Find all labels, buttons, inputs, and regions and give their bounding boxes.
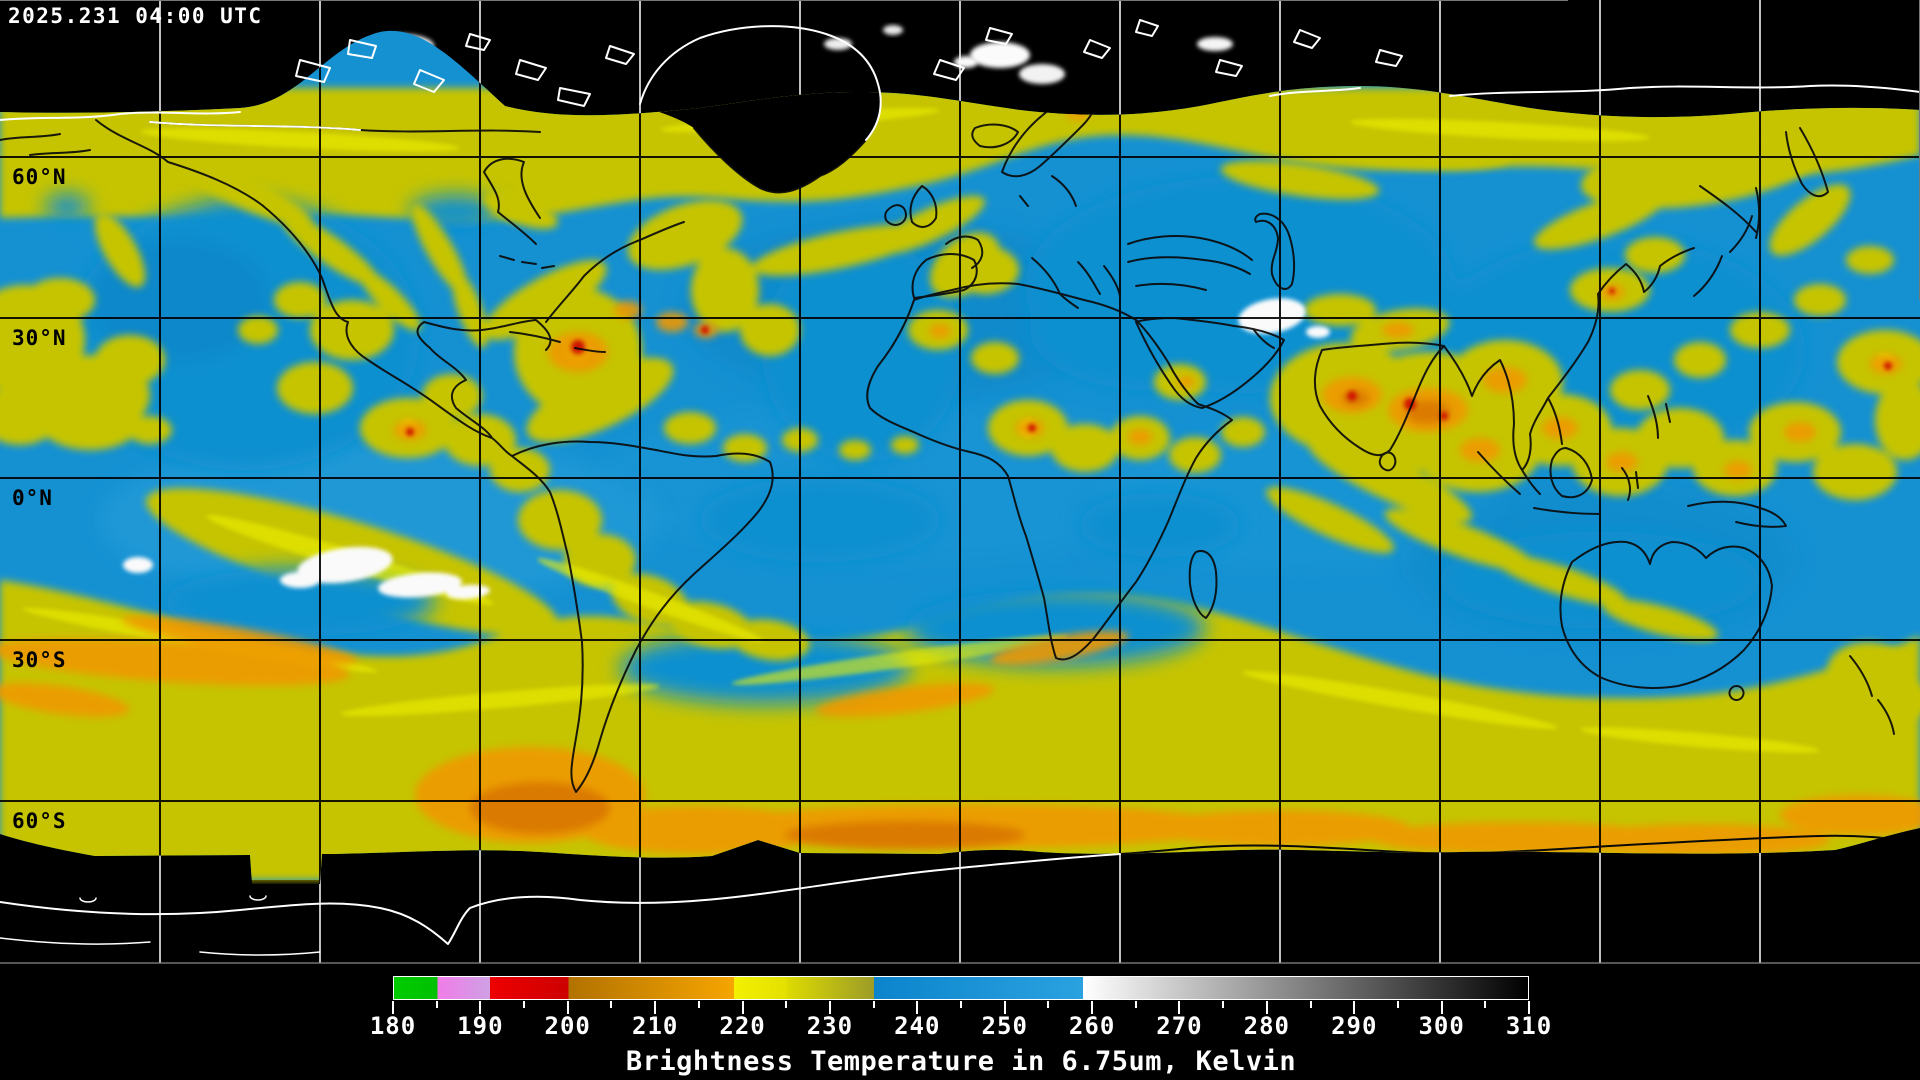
latitude-label: 60°S [12,809,67,833]
siberia-coast [1269,84,1920,97]
colorbar-tick-label: 250 [981,1012,1028,1040]
colorbar-tick-label: 300 [1418,1012,1465,1040]
colorbar-tick [610,1001,613,1008]
colorbar-tick [1222,1001,1225,1008]
latitude-label: 30°N [12,326,67,350]
colorbar-tick-label: 270 [1156,1012,1203,1040]
colorbar-tick [392,1001,394,1014]
latitude-label: 60°N [12,165,67,189]
colorbar-tick [1178,1001,1181,1014]
colorbar-gradient [394,977,1528,999]
arctic-islands [295,19,1403,107]
colorbar-tick [1396,1001,1399,1008]
antarctic-inner-coast [0,895,321,956]
data-region [0,0,1920,963]
latitude-label: 0°N [12,486,53,510]
colorbar-tick-label: 230 [806,1012,854,1040]
colorbar-tick [654,1001,657,1014]
colorbar-tick-label: 280 [1243,1012,1290,1040]
coastlines-white [0,19,1920,956]
colorbar-tick [785,1001,788,1008]
colorbar-tick-label: 260 [1068,1012,1116,1040]
red-cold-cores [406,288,1892,436]
colorbar-tick [1353,1001,1356,1014]
colorbar-tick [1309,1001,1312,1008]
colorbar-tick [960,1001,962,1008]
colorbar-tick [916,1001,919,1014]
colorbar-tick-label: 290 [1331,1012,1378,1040]
deep-orange-cloud [470,390,1450,849]
colorbar-tick [1047,1001,1050,1008]
antarctic-coast [0,853,1121,945]
frame-top-hairline [0,0,1568,1]
colorbar-tick [1484,1001,1487,1008]
graticule-black [0,0,1920,963]
colorbar-tick-label: 240 [894,1012,941,1040]
colorbar-tick-labels: 180 190 200 210 220 230 240 250 260 270 280 290 300 3… [370,1012,1551,1042]
colorbar-tick [566,1001,569,1014]
colorbar-tick [1003,1001,1006,1014]
antarctic-coast-black [1119,834,1920,855]
colorbar-tick [872,1001,875,1008]
colorbar [393,976,1529,1000]
colorbar-tick-label: 190 [457,1012,504,1040]
latitude-label: 30°S [12,648,67,672]
coastlines-black [0,37,1895,793]
colorbar-tick-label: 220 [719,1012,766,1040]
colorbar-tick [1440,1001,1443,1014]
colorbar-tick [1091,1001,1094,1014]
colorbar-tick [479,1001,482,1014]
colorbar-tick [435,1001,438,1008]
colorbar-tick-label: 310 [1505,1012,1553,1040]
colorbar-tick [741,1001,744,1014]
colorbar-tick [523,1001,526,1008]
colorbar-tick [828,1001,831,1014]
colorbar-tick-label: 200 [544,1012,591,1040]
latitude-labels: 60°N 30°N 0°N 30°S 60°S [12,165,67,833]
colorbar-ticks [392,1001,1530,1015]
colorbar-tick [1134,1001,1137,1008]
colorbar-tick [1528,1001,1530,1014]
colorbar-tick [697,1001,700,1008]
colorbar-tick-label: 180 [369,1012,417,1040]
greenland-coast [639,25,882,141]
colorbar-tick-label: 210 [632,1012,679,1040]
warm-white-patches [123,298,1330,600]
colorbar-tick [1265,1001,1268,1014]
colorbar-title: Brightness Temperature in 6.75um, Kelvin [625,1046,1297,1077]
timestamp-label: 2025.231 04:00 UTC [8,4,263,28]
arctic-coast [0,111,361,131]
